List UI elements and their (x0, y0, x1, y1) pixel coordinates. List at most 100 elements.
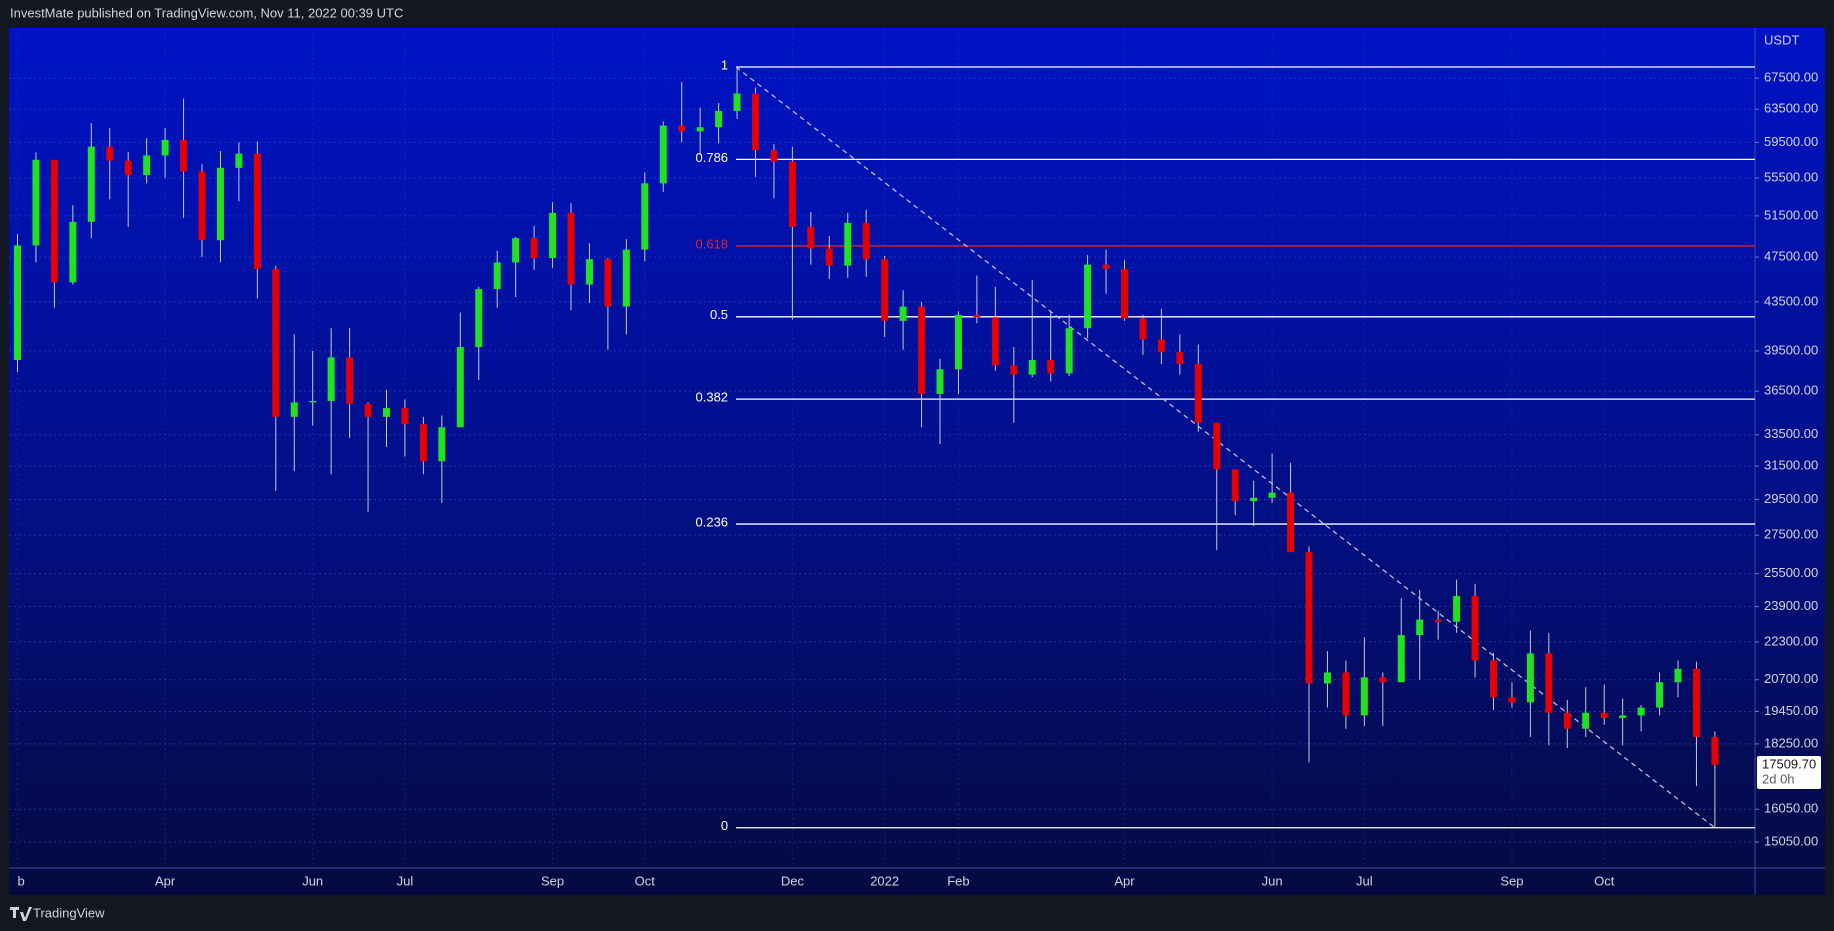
candle-body (1637, 707, 1645, 716)
candle-body (1065, 328, 1073, 374)
candle-body (124, 160, 132, 176)
price-unit: USDT (1764, 32, 1799, 47)
candle-body (991, 317, 999, 366)
candle-body (1084, 264, 1092, 329)
candle-body (1268, 492, 1276, 498)
candle-body (180, 139, 188, 172)
candle-body (456, 347, 464, 428)
y-tick-label: 18250.00 (1764, 735, 1818, 750)
candle-body (567, 212, 575, 285)
candle-body (198, 171, 206, 241)
candle-body (253, 153, 261, 269)
candle-body (1250, 497, 1258, 502)
candle-body (936, 369, 944, 394)
candle-body (1379, 677, 1387, 683)
candle-body (899, 306, 907, 321)
candle-body (1047, 360, 1055, 374)
x-tick-label: Dec (781, 873, 805, 888)
y-tick-label: 43500.00 (1764, 293, 1818, 308)
y-tick-label: 20700.00 (1764, 671, 1818, 686)
candle-body (1526, 653, 1534, 703)
x-tick-label: Apr (1114, 873, 1135, 888)
candle-body (954, 314, 962, 370)
axes: 67500.00 63500.00 59500.00 55500.00 51500.00… (18, 70, 1821, 888)
candle-body (309, 400, 317, 403)
candle-body (1600, 712, 1608, 719)
chart-background (9, 28, 1825, 895)
x-tick-label: 2022 (870, 873, 899, 888)
y-tick-label: 36500.00 (1764, 383, 1818, 398)
candle-body (678, 125, 686, 132)
candle-body (770, 150, 778, 162)
y-tick-label: 67500.00 (1764, 70, 1818, 85)
candle-body (1010, 365, 1018, 375)
candle-body (419, 424, 427, 462)
candle-body (1028, 360, 1036, 375)
x-tick-label: Oct (1594, 873, 1615, 888)
y-tick-label: 39500.00 (1764, 342, 1818, 357)
candle-body (918, 306, 926, 394)
candle-body (475, 289, 483, 348)
y-tick-label: 59500.00 (1764, 134, 1818, 149)
candles (14, 67, 1719, 828)
candle-countdown: 2d 0h (1762, 771, 1795, 786)
candle-body (1692, 668, 1700, 737)
candle-body (1287, 492, 1295, 553)
y-tick-label: 55500.00 (1764, 169, 1818, 184)
x-tick-label: Jul (1356, 873, 1373, 888)
candle-body (1231, 469, 1239, 502)
y-tick-label: 16050.00 (1764, 801, 1818, 816)
candle-body (825, 248, 833, 266)
x-tick-label: Sep (1500, 873, 1523, 888)
candle-body (438, 427, 446, 462)
candle-body (401, 408, 409, 425)
fib-level-label: 0.236 (696, 515, 729, 530)
y-tick-label: 19450.00 (1764, 703, 1818, 718)
candle-body (216, 167, 224, 241)
x-tick-label: Jul (397, 873, 414, 888)
fib-level-label: 0.786 (696, 150, 729, 165)
candle-body (622, 249, 630, 307)
candle-body (106, 146, 114, 161)
candle-body (327, 357, 335, 401)
candle-body (1619, 715, 1627, 719)
candle-body (1213, 422, 1221, 470)
candle-body (881, 259, 889, 321)
candle-body (844, 222, 852, 266)
candle-body (1305, 552, 1313, 684)
candle-body (1416, 619, 1424, 636)
candle-body (641, 183, 649, 250)
last-price-box (1757, 755, 1821, 789)
candle-body (1121, 268, 1128, 319)
candle-body (1453, 596, 1461, 622)
fib-level-label: 0.618 (696, 236, 729, 251)
candle-body (1102, 264, 1110, 269)
candle-body (1434, 619, 1442, 622)
footer-text: TradingView (33, 905, 105, 920)
candle-body (1194, 363, 1202, 423)
candle-body (1674, 668, 1682, 683)
fib-level-label: 1 (721, 57, 728, 72)
candle-body (512, 238, 520, 263)
candle-body (788, 161, 796, 227)
candle-body (1582, 712, 1590, 729)
candle-body (235, 153, 243, 168)
candle-body (87, 146, 95, 222)
header-text: InvestMate published on TradingView.com,… (10, 5, 403, 20)
y-tick-label: 51500.00 (1764, 207, 1818, 222)
candle-body (493, 262, 501, 290)
candle-body (807, 226, 815, 249)
last-price-label: 17509.70 (1762, 756, 1816, 771)
y-tick-label: 63500.00 (1764, 101, 1818, 116)
y-tick-label: 33500.00 (1764, 426, 1818, 441)
grid (9, 28, 1755, 868)
candle-body (1656, 682, 1664, 708)
candle-body (1176, 352, 1184, 364)
candle-body (143, 155, 151, 176)
candle-body (50, 159, 58, 283)
candle-body (1342, 672, 1350, 716)
fib-level-label: 0.382 (696, 390, 729, 405)
candle-body (161, 139, 169, 156)
candle-body (1508, 697, 1516, 703)
